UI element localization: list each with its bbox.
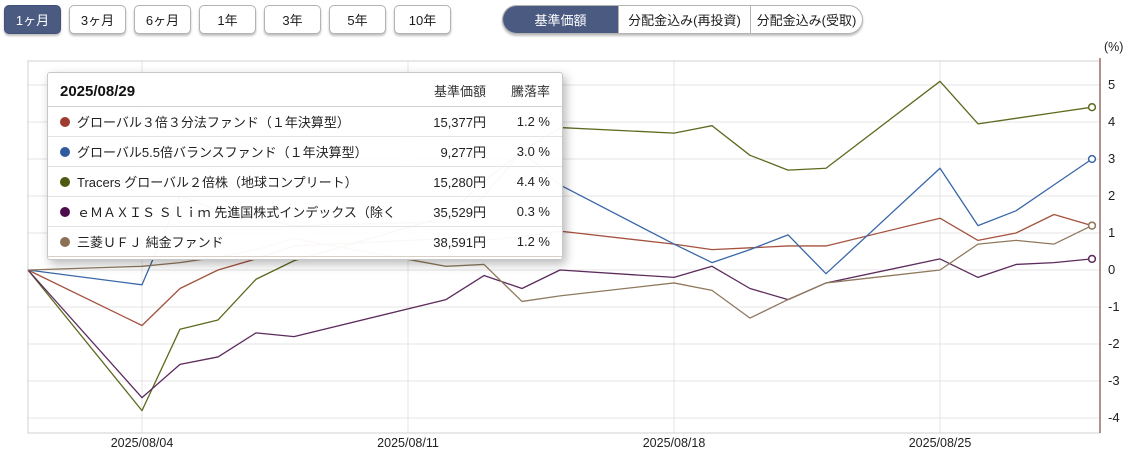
fund-change-value: 1.2 % [516,114,550,129]
fund-color-dot-icon [60,236,70,247]
x-tick-label: 2025/08/25 [909,436,972,450]
fund-nav-value: 9,277円 [440,145,486,160]
series-line-4 [27,258,1093,399]
y-tick-label: 3 [1108,151,1115,166]
fund-change-value: 3.0 % [516,144,550,159]
y-tick-label: 1 [1108,225,1115,240]
period-button-2[interactable]: 3ヶ月 [69,5,126,34]
series-line-1 [27,213,1093,327]
series-endpoint-marker-5 [1087,221,1097,230]
series-endpoint-marker-4 [1087,254,1097,264]
fund-nav-value: 15,280円 [433,175,486,190]
chart-tooltip: 2025/08/29 基準価額 騰落率 グローバル３倍３分法ファンド（１年決算型… [47,72,563,260]
price-mode-segment-2[interactable]: 分配金込み(再投資) [618,6,750,33]
price-mode-segmented-control: 基準価額 分配金込み(再投資) 分配金込み(受取) [502,5,863,34]
series-line-3 [27,80,1093,412]
price-mode-segment-3[interactable]: 分配金込み(受取) [750,6,862,33]
fund-name: ｅＭＡＸＩＳ Ｓｌｉｍ 先進国株式インデックス（除く... [77,205,394,220]
fund-name: 三菱ＵＦＪ 純金ファンド [77,235,224,250]
y-tick-label: -4 [1108,410,1120,425]
fund-name: Tracers グローバル２倍株（地球コンプリート） [77,175,358,190]
y-tick-label: -1 [1108,299,1120,314]
fund-change-value: 4.4 % [516,174,550,189]
fund-color-dot-icon [60,206,70,217]
fund-color-dot-icon [60,176,70,187]
period-button-3[interactable]: 6ヶ月 [134,5,191,34]
fund-change-value: 0.3 % [516,204,550,219]
period-button-4[interactable]: 1年 [199,5,256,34]
fund-color-dot-icon [60,146,70,157]
y-tick-label: 2 [1108,188,1115,203]
y-tick-label: 5 [1108,77,1115,92]
tooltip-date: 2025/08/29 [60,83,136,100]
fund-change-value: 1.2 % [516,234,550,249]
fund-nav-value: 38,591円 [433,235,486,250]
x-tick-label: 2025/08/04 [111,436,174,450]
price-mode-segment-1[interactable]: 基準価額 [503,6,618,33]
y-tick-label: 0 [1108,262,1115,277]
series-endpoint-marker-3 [1087,103,1097,112]
plot-border [27,60,1100,434]
series-endpoint-marker-2 [1087,154,1097,164]
tooltip-fund-row: グローバル5.5倍バランスファンド（１年決算型） 9,277円 3.0 % [48,137,562,167]
period-button-group: 1ヶ月 3ヶ月 6ヶ月 1年 3年 5年 10年 [4,5,451,34]
x-tick-label: 2025/08/11 [377,436,439,450]
y-tick-label: -3 [1108,373,1120,388]
tooltip-header: 2025/08/29 基準価額 騰落率 [48,73,562,107]
tooltip-column-change: 騰落率 [510,84,550,99]
y-axis-unit-label: (%) [1104,40,1123,54]
y-tick-label: -2 [1108,336,1120,351]
period-button-5[interactable]: 3年 [264,5,321,34]
period-button-6[interactable]: 5年 [329,5,386,34]
tooltip-fund-row: グローバル３倍３分法ファンド（１年決算型） 15,377円 1.2 % [48,107,562,137]
period-button-1[interactable]: 1ヶ月 [4,5,61,34]
tooltip-fund-row: ｅＭＡＸＩＳ Ｓｌｉｍ 先進国株式インデックス（除く... 35,529円 0.3 … [48,197,562,227]
tooltip-rows: グローバル３倍３分法ファンド（１年決算型） 15,377円 1.2 % グローバル5.… [48,107,562,257]
tooltip-column-nav: 基準価額 [433,84,486,99]
fund-color-dot-icon [60,116,70,127]
fund-name: グローバル３倍３分法ファンド（１年決算型） [77,115,350,130]
fund-nav-value: 35,529円 [433,205,486,220]
x-tick-label: 2025/08/18 [643,436,706,450]
fund-name: グローバル5.5倍バランスファンド（１年決算型） [77,145,368,160]
period-button-7[interactable]: 10年 [394,5,451,34]
tooltip-fund-row: 三菱ＵＦＪ 純金ファンド 38,591円 1.2 % [48,227,562,257]
y-tick-label: 4 [1108,114,1115,129]
fund-nav-value: 15,377円 [433,115,486,130]
tooltip-fund-row: Tracers グローバル２倍株（地球コンプリート） 15,280円 4.4 % [48,167,562,197]
